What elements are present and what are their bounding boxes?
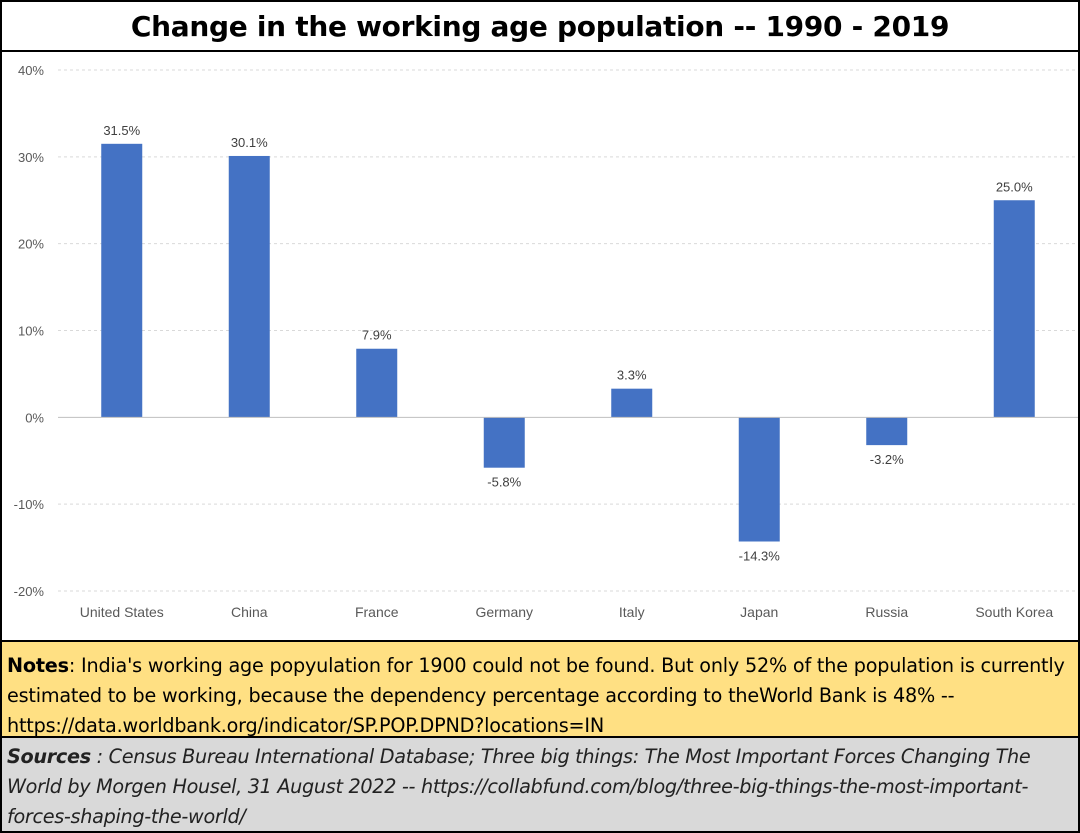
bar-chart: 40% 30% 20% 10% 0% -10% -20% 31.5% 30.1% 7.9% -5.8… xyxy=(14,63,1078,620)
y-tick-label: 0% xyxy=(25,410,44,425)
sources-label: Sources xyxy=(7,745,91,768)
bar xyxy=(611,388,653,418)
notes-box: Notes: India's working age popyulation f… xyxy=(2,640,1078,738)
bar xyxy=(356,348,398,418)
x-tick-label: Russia xyxy=(865,604,908,620)
sources-text: : Census Bureau International Database; … xyxy=(7,745,1031,828)
bar xyxy=(866,417,908,446)
data-label: 25.0% xyxy=(996,179,1033,194)
bar xyxy=(101,143,143,418)
chart-title: Change in the working age population -- … xyxy=(130,9,950,43)
y-tick-label: 10% xyxy=(18,324,44,339)
bar xyxy=(483,417,525,468)
bar xyxy=(228,155,270,418)
data-label: 3.3% xyxy=(617,368,647,383)
x-tick-label: South Korea xyxy=(975,604,1053,620)
y-tick-label: 40% xyxy=(18,63,44,78)
data-label: -14.3% xyxy=(739,549,781,564)
x-tick-label: Italy xyxy=(619,604,645,620)
y-tick-label: -20% xyxy=(14,584,45,599)
y-tick-label: 20% xyxy=(18,237,44,252)
data-label: -3.2% xyxy=(870,452,904,467)
chart-area: 40% 30% 20% 10% 0% -10% -20% 31.5% 30.1% 7.9% -5.8… xyxy=(2,52,1078,640)
title-bar: Change in the working age population -- … xyxy=(2,2,1078,52)
sources-box: Sources : Census Bureau International Da… xyxy=(2,738,1078,831)
bar xyxy=(738,417,780,542)
notes-text: : India's working age popyulation for 19… xyxy=(7,654,1065,737)
notes-label: Notes xyxy=(7,654,69,677)
x-tick-label: France xyxy=(355,604,399,620)
x-tick-label: Germany xyxy=(475,604,533,620)
y-tick-label: 30% xyxy=(18,150,44,165)
data-label: -5.8% xyxy=(487,475,521,490)
bar xyxy=(993,200,1035,418)
x-tick-label: Japan xyxy=(740,604,778,620)
data-label: 31.5% xyxy=(103,123,140,138)
x-tick-label: United States xyxy=(80,604,164,620)
x-tick-label: China xyxy=(231,604,268,620)
data-label: 7.9% xyxy=(362,328,392,343)
data-label: 30.1% xyxy=(231,135,268,150)
y-tick-label: -10% xyxy=(14,497,45,512)
